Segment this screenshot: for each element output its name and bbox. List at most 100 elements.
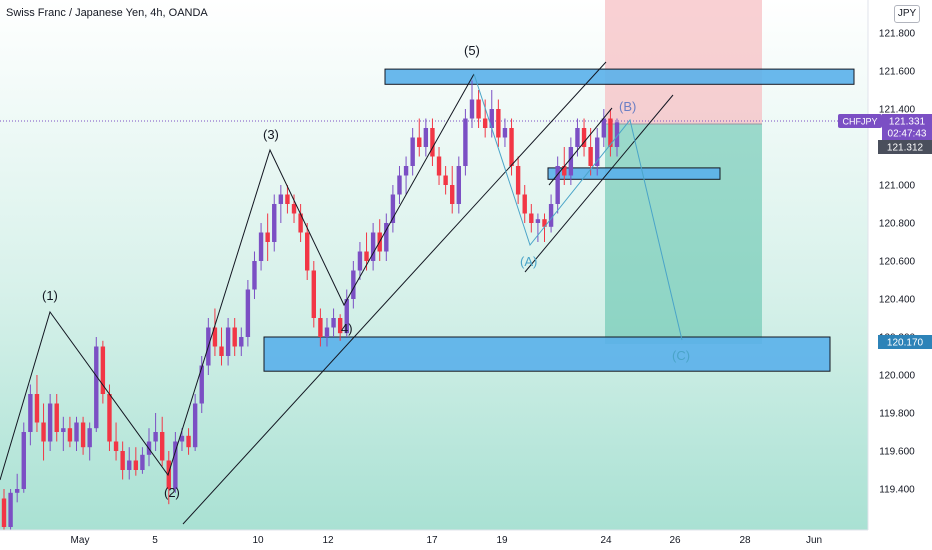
currency-button[interactable]: JPY bbox=[894, 5, 920, 23]
price-tick-7: 120.800 bbox=[879, 219, 916, 230]
candle-body-26 bbox=[173, 441, 178, 489]
candle-body-56 bbox=[370, 232, 376, 261]
candle-body-36 bbox=[239, 337, 244, 347]
candle-body-79 bbox=[522, 194, 527, 214]
zone-resistance[interactable] bbox=[384, 68, 855, 85]
channel-line-lower bbox=[524, 94, 674, 273]
candle-body-68 bbox=[450, 185, 455, 204]
candle-body-93 bbox=[614, 122, 620, 147]
candle-body-42 bbox=[278, 194, 284, 204]
candle-body-75 bbox=[496, 109, 501, 138]
candle-body-19 bbox=[127, 460, 132, 470]
price-tick-3: 120.000 bbox=[879, 371, 916, 382]
chart-title: Swiss Franc / Japanese Yen, 4h, OANDA bbox=[6, 7, 208, 19]
candle-body-58 bbox=[384, 223, 389, 252]
symbol-tag bbox=[838, 114, 882, 128]
time-tick-2: 10 bbox=[252, 535, 264, 546]
trendline-lower bbox=[182, 61, 607, 525]
price-tick-5: 120.400 bbox=[879, 295, 916, 306]
candle-body-47 bbox=[311, 270, 316, 318]
price-tick-11: 121.600 bbox=[879, 67, 916, 78]
zones-layer bbox=[263, 68, 855, 372]
time-tick-0: May bbox=[71, 535, 90, 546]
candle-body-1 bbox=[8, 492, 13, 527]
candle-body-16 bbox=[107, 394, 112, 442]
wave-label-3: (3) bbox=[263, 127, 279, 142]
time-tick-8: 28 bbox=[739, 535, 751, 546]
candle-body-40 bbox=[265, 232, 270, 242]
candle-body-30 bbox=[199, 365, 204, 404]
candle-body-32 bbox=[212, 327, 218, 347]
price-tick-6: 120.600 bbox=[879, 257, 916, 268]
wave-label-b: (B) bbox=[619, 99, 636, 114]
candle-body-91 bbox=[601, 118, 607, 138]
candle-body-53 bbox=[351, 270, 356, 299]
candle-body-69 bbox=[456, 166, 462, 204]
candle-body-88 bbox=[581, 128, 587, 147]
candle-body-84 bbox=[555, 166, 560, 204]
last-price-badge: CHFJPY 121.331 02:47:43 bbox=[838, 114, 932, 140]
candles-layer bbox=[1, 80, 620, 537]
candle-body-92 bbox=[608, 118, 613, 147]
candle-body-70 bbox=[463, 118, 468, 166]
candle-body-49 bbox=[324, 327, 330, 337]
candle-body-29 bbox=[192, 403, 198, 448]
correction-wave-line bbox=[473, 73, 683, 341]
candle-body-81 bbox=[535, 219, 541, 223]
wave-label-c: (C) bbox=[672, 348, 690, 363]
candle-body-71 bbox=[469, 99, 475, 119]
candle-body-34 bbox=[225, 327, 231, 356]
candle-body-59 bbox=[390, 194, 396, 223]
elliott-wave-line bbox=[0, 73, 475, 481]
candle-body-72 bbox=[476, 99, 481, 119]
candle-body-74 bbox=[489, 109, 494, 128]
candle-body-48 bbox=[318, 318, 323, 337]
candle-body-64 bbox=[423, 128, 429, 147]
countdown-text: 02:47:43 bbox=[888, 129, 927, 140]
candle-body-44 bbox=[291, 204, 297, 214]
candle-body-86 bbox=[568, 147, 574, 176]
zone-target[interactable] bbox=[263, 336, 831, 372]
candle-body-67 bbox=[443, 175, 448, 185]
candle-body-8 bbox=[54, 403, 59, 432]
time-tick-9: Jun bbox=[806, 535, 822, 546]
candle-body-80 bbox=[529, 213, 534, 223]
candle-body-10 bbox=[67, 428, 73, 442]
candle-body-54 bbox=[357, 251, 363, 271]
time-axis-ticks: May 5 10 12 17 19 24 26 28 Jun bbox=[71, 535, 823, 546]
candle-body-55 bbox=[364, 251, 369, 261]
candle-body-11 bbox=[74, 422, 79, 442]
zone-support[interactable] bbox=[547, 167, 721, 180]
level-badge-2 bbox=[878, 335, 932, 349]
candle-body-6 bbox=[41, 422, 46, 442]
wave-label-5: (5) bbox=[464, 43, 480, 58]
candle-body-3 bbox=[21, 432, 26, 489]
time-tick-5: 19 bbox=[496, 535, 508, 546]
price-axis[interactable] bbox=[868, 0, 932, 530]
candle-body-27 bbox=[179, 435, 185, 442]
time-tick-4: 17 bbox=[426, 535, 438, 546]
candle-body-25 bbox=[166, 460, 171, 489]
candle-body-83 bbox=[548, 204, 554, 227]
last-price-text: 121.331 bbox=[889, 117, 926, 128]
candle-body-38 bbox=[252, 261, 257, 290]
candle-body-43 bbox=[285, 194, 290, 204]
wave-label-a: (A) bbox=[520, 254, 537, 269]
time-tick-1: 5 bbox=[152, 535, 158, 546]
time-tick-3: 12 bbox=[322, 535, 334, 546]
candle-body-46 bbox=[305, 232, 310, 271]
candle-body-77 bbox=[509, 128, 514, 166]
candle-body-33 bbox=[219, 346, 224, 356]
candle-body-45 bbox=[298, 213, 303, 233]
price-tick-8: 121.000 bbox=[879, 181, 916, 192]
candle-body-66 bbox=[436, 156, 442, 176]
candle-body-78 bbox=[515, 166, 521, 195]
take-profit-area bbox=[605, 124, 762, 344]
time-axis[interactable] bbox=[0, 530, 868, 550]
candle-body-63 bbox=[417, 137, 422, 147]
candle-body-24 bbox=[159, 432, 165, 461]
candle-body-37 bbox=[245, 289, 251, 337]
level-badge-2-text: 120.170 bbox=[887, 338, 924, 349]
